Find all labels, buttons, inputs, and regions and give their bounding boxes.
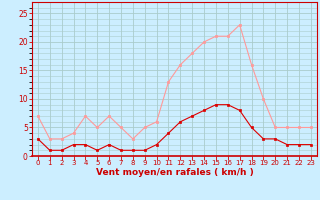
- X-axis label: Vent moyen/en rafales ( km/h ): Vent moyen/en rafales ( km/h ): [96, 168, 253, 177]
